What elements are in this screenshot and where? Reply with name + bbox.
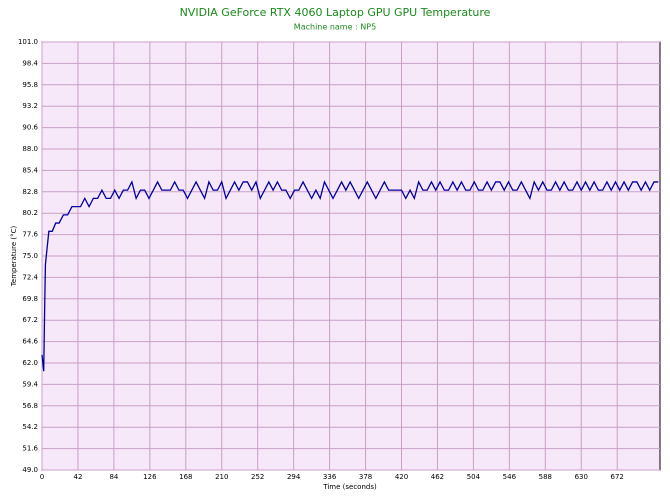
y-tick-label: 98.4 (22, 59, 38, 67)
y-tick-label: 56.8 (22, 402, 38, 410)
x-tick-label: 210 (215, 473, 228, 481)
x-tick-label: 504 (467, 473, 481, 481)
x-tick-label: 378 (359, 473, 372, 481)
y-tick-label: 82.8 (22, 188, 38, 196)
x-tick-label: 42 (73, 473, 82, 481)
x-tick-label: 462 (431, 473, 444, 481)
y-tick-label: 62.0 (22, 359, 38, 367)
chart-subtitle: Machine name : NP5 (294, 23, 376, 32)
x-tick-label: 126 (143, 473, 157, 481)
x-tick-label: 672 (611, 473, 624, 481)
x-axis-label: Time (seconds) (322, 483, 377, 491)
y-tick-label: 95.8 (22, 81, 38, 89)
x-tick-label: 546 (503, 473, 517, 481)
x-tick-label: 630 (575, 473, 588, 481)
y-tick-label: 72.4 (22, 273, 38, 281)
y-axis-label: Temperature (°C) (10, 226, 18, 288)
data-line (41, 180, 659, 372)
chart-title: NVIDIA GeForce RTX 4060 Laptop GPU GPU T… (180, 6, 491, 19)
y-tick-label: 77.6 (22, 231, 38, 239)
x-tick-label: 84 (109, 473, 118, 481)
y-tick-label: 51.6 (22, 445, 38, 453)
y-tick-label: 101.0 (18, 38, 38, 46)
y-tick-label: 49.0 (22, 466, 38, 474)
x-tick-label: 0 (40, 473, 44, 481)
y-tick-label: 67.2 (22, 316, 38, 324)
x-tick-label: 336 (323, 473, 337, 481)
x-tick-label: 168 (179, 473, 192, 481)
y-tick-label: 93.2 (22, 102, 38, 110)
y-tick-label: 75.0 (22, 252, 38, 260)
y-tick-label: 54.2 (22, 423, 38, 431)
y-tick-label: 64.6 (22, 338, 38, 346)
y-tick-label: 88.0 (22, 145, 38, 153)
y-tick-label: 85.4 (22, 166, 38, 174)
x-tick-label: 294 (287, 473, 301, 481)
y-tick-label: 80.2 (22, 209, 38, 217)
x-tick-label: 420 (395, 473, 408, 481)
x-tick-label: 252 (251, 473, 264, 481)
y-tick-label: 90.6 (22, 124, 38, 132)
y-tick-label: 59.4 (22, 380, 38, 388)
x-tick-label: 588 (539, 473, 552, 481)
y-tick-label: 69.8 (22, 295, 38, 303)
